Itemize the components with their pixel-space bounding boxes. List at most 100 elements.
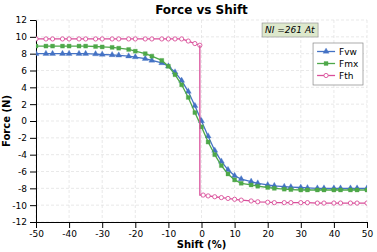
tick-label: -50 (29, 229, 44, 239)
grid-line (36, 87, 367, 88)
tick-mark (30, 54, 36, 55)
tick: -2 (18, 133, 36, 143)
legend: Fvw Fmx Fth (313, 43, 363, 85)
marker (219, 195, 223, 199)
marker (83, 50, 89, 55)
marker (248, 178, 254, 183)
marker (322, 201, 326, 205)
tick: 0 (199, 222, 205, 239)
marker (232, 172, 238, 177)
x-axis: -50-40-30-20-1001020304050 (29, 222, 373, 239)
marker (173, 73, 177, 77)
marker (150, 54, 154, 58)
tick: -50 (29, 222, 44, 239)
tick-label: 2 (21, 100, 27, 110)
tick-mark (30, 138, 36, 139)
tick: 2 (21, 100, 36, 110)
marker (305, 201, 309, 205)
legend-item: Fvw (317, 47, 357, 57)
marker (127, 47, 131, 51)
annotation: NI =261 At (262, 23, 318, 37)
grid-line (36, 137, 367, 138)
marker (99, 51, 105, 56)
marker (60, 44, 64, 48)
marker (186, 95, 190, 99)
marker (36, 37, 38, 41)
tick-mark (30, 155, 36, 156)
tick-mark (69, 222, 70, 228)
marker (93, 37, 97, 41)
tick-label: 0 (199, 229, 205, 239)
marker (127, 37, 131, 41)
tick-label: 8 (21, 49, 27, 59)
marker (272, 201, 276, 205)
tick: 20 (262, 222, 274, 239)
marker (186, 39, 190, 43)
tick-mark (30, 87, 36, 88)
tick-mark (334, 222, 335, 228)
marker (201, 193, 205, 197)
tick-label: -4 (18, 150, 27, 160)
tick: -40 (62, 222, 77, 239)
tick-mark (30, 172, 36, 173)
tick: 8 (21, 49, 36, 59)
tick: 10 (229, 222, 241, 239)
grid-line (36, 171, 367, 172)
marker (219, 164, 223, 168)
marker (365, 201, 367, 205)
marker (299, 201, 303, 205)
marker (193, 111, 197, 115)
tick-mark (168, 222, 169, 228)
marker (94, 45, 98, 49)
tick: -30 (95, 222, 110, 239)
marker (59, 50, 65, 55)
chart: -50-40-30-20-1001020304050-12-10-8-6-4-2… (0, 0, 377, 252)
marker (239, 198, 243, 202)
marker (44, 37, 48, 41)
tick-mark (102, 222, 103, 228)
tick: 6 (21, 66, 36, 76)
marker (348, 188, 352, 192)
marker (160, 37, 164, 41)
legend-label: Fmx (339, 59, 359, 69)
y-axis: -12-10-8-6-4-2024681012 (12, 15, 36, 227)
marker (282, 201, 286, 205)
marker (66, 50, 72, 55)
marker (76, 50, 82, 55)
marker (173, 37, 177, 41)
marker (143, 52, 147, 56)
marker (249, 183, 253, 187)
tick-label: 50 (362, 229, 374, 239)
series-markers (201, 193, 367, 205)
grid-line (36, 20, 367, 21)
marker (256, 200, 260, 204)
marker (166, 64, 170, 68)
tick: 50 (362, 222, 374, 239)
marker (305, 188, 309, 192)
marker (110, 37, 114, 41)
marker (322, 188, 326, 192)
series-line (200, 45, 203, 195)
tick-label: 20 (262, 229, 274, 239)
marker (60, 37, 64, 41)
tick-label: 10 (229, 229, 241, 239)
tick: 0 (21, 116, 36, 126)
tick-label: 6 (21, 66, 27, 76)
tick-mark (30, 37, 36, 38)
marker (213, 195, 217, 199)
legend-item: Fth (317, 71, 353, 81)
marker (299, 188, 303, 192)
x-axis-label: Shift (%) (177, 239, 227, 250)
y-axis-label: Force (N) (1, 95, 12, 147)
tick-mark (367, 222, 368, 228)
tick-label: -10 (12, 201, 27, 211)
legend-marker (324, 62, 328, 66)
marker (126, 53, 132, 58)
tick-label: 0 (21, 116, 27, 126)
annotation-box (262, 23, 318, 37)
tick-mark (30, 188, 36, 189)
marker (84, 44, 88, 48)
marker (100, 37, 104, 41)
marker (150, 37, 154, 41)
marker (116, 52, 122, 57)
